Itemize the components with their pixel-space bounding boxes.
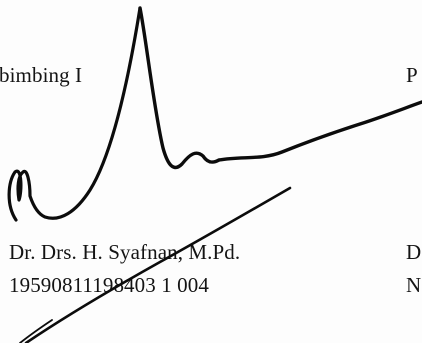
signature-stroke-tail bbox=[217, 100, 422, 162]
signature-stroke-underline bbox=[24, 186, 292, 343]
left-signatory-nip: 19590811198403 1 004 bbox=[9, 273, 209, 297]
left-signatory-name: Dr. Drs. H. Syafnan, M.Pd. bbox=[9, 240, 241, 264]
signature-stroke-curl bbox=[7, 6, 142, 222]
left-signatory-title: bimbing I bbox=[0, 63, 83, 87]
signature-stroke-peak bbox=[138, 6, 221, 170]
right-signatory-nip: N bbox=[406, 273, 422, 297]
right-signatory-title: P bbox=[406, 63, 418, 87]
signature-stroke-underline-tip bbox=[19, 319, 53, 343]
right-signatory-name: D bbox=[406, 240, 422, 264]
